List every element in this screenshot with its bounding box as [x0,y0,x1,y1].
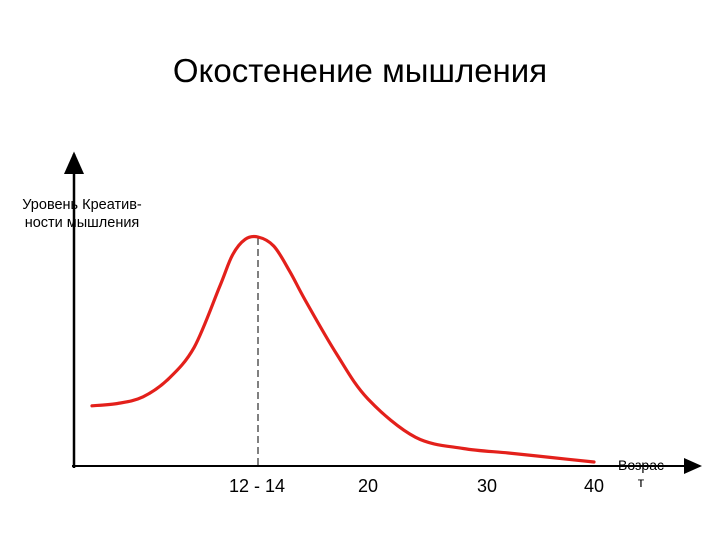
x-tick-40: 40 [583,476,605,496]
x-tick-30: 30 [476,476,498,496]
x-tick-12-14: 12 - 14 [228,476,286,496]
chart-title: Окостенение мышления [172,52,548,89]
series-line [90,234,596,464]
y-axis-label-line-1: Уровень Креатив- [22,197,142,213]
x-tick-20: 20 [357,476,379,496]
y-axis-label: Уровень Креатив- ности мышления [2,196,162,232]
y-axis-label-line-2: ности мышления [24,215,140,231]
x-axis-label-line-2: т [637,474,645,490]
